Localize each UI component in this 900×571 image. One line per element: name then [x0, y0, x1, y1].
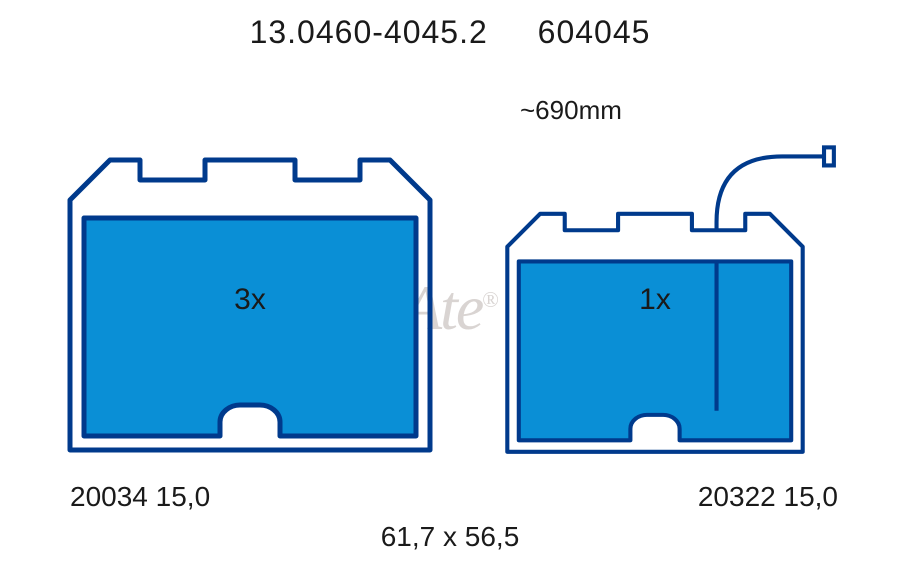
header: 13.0460-4045.2 604045	[0, 14, 900, 51]
pad-qty-label: 1x	[639, 283, 671, 317]
wire-length-label: ~690mm	[520, 95, 622, 126]
part-number: 13.0460-4045.2	[250, 14, 488, 51]
alt-number: 604045	[538, 14, 651, 51]
pad-qty-label: 3x	[234, 283, 266, 317]
dimensions: 61,7 x 56,5	[0, 521, 900, 553]
pads-row: 3x 1x	[60, 140, 845, 460]
footer-left: 20034 15,0	[70, 481, 210, 513]
footer-right: 20322 15,0	[698, 481, 838, 513]
pad-right: 1x	[465, 140, 845, 460]
pad-left: 3x	[60, 140, 440, 460]
